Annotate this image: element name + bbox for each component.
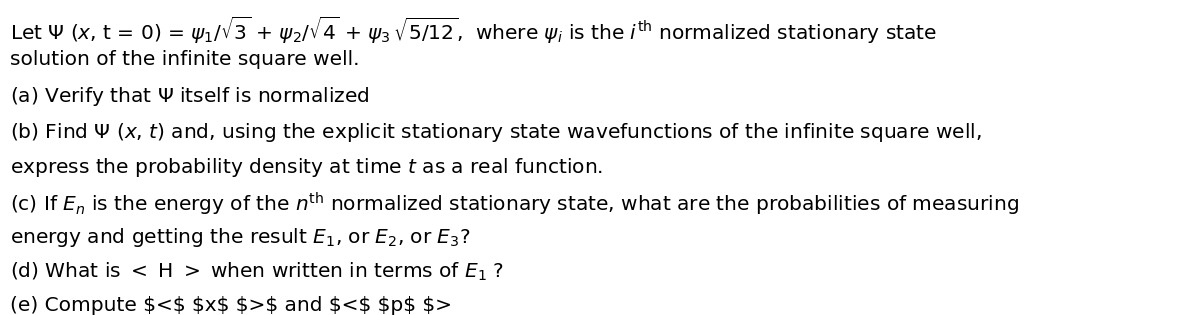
Text: (b) Find $\Psi$ ($x$, $t$) and, using the explicit stationary state wavefunction: (b) Find $\Psi$ ($x$, $t$) and, using th… [11, 121, 982, 144]
Text: (e) Compute $<$ $x$ $>$ and $<$ $p$ $>: (e) Compute $<$ $x$ $>$ and $<$ $p$ $> [11, 296, 452, 315]
Text: (c) If $E_n$ is the energy of the $n^{\mathrm{th}}$ normalized stationary state,: (c) If $E_n$ is the energy of the $n^{\m… [11, 191, 1019, 218]
Text: (d) What is $<$ H $>$ when written in terms of $E_1$ ?: (d) What is $<$ H $>$ when written in te… [11, 261, 504, 283]
Text: (a) Verify that $\Psi$ itself is normalized: (a) Verify that $\Psi$ itself is normali… [11, 85, 370, 108]
Text: express the probability density at time $t$ as a real function.: express the probability density at time … [11, 156, 604, 179]
Text: energy and getting the result $E_1$, or $E_2$, or $E_3$?: energy and getting the result $E_1$, or … [11, 226, 470, 249]
Text: Let $\Psi$ ($x$, t = 0) = $\psi_1/\sqrt{3}$ + $\psi_2/\sqrt{4}$ + $\psi_3\,\sqrt: Let $\Psi$ ($x$, t = 0) = $\psi_1/\sqrt{… [11, 15, 937, 46]
Text: solution of the infinite square well.: solution of the infinite square well. [11, 50, 360, 69]
